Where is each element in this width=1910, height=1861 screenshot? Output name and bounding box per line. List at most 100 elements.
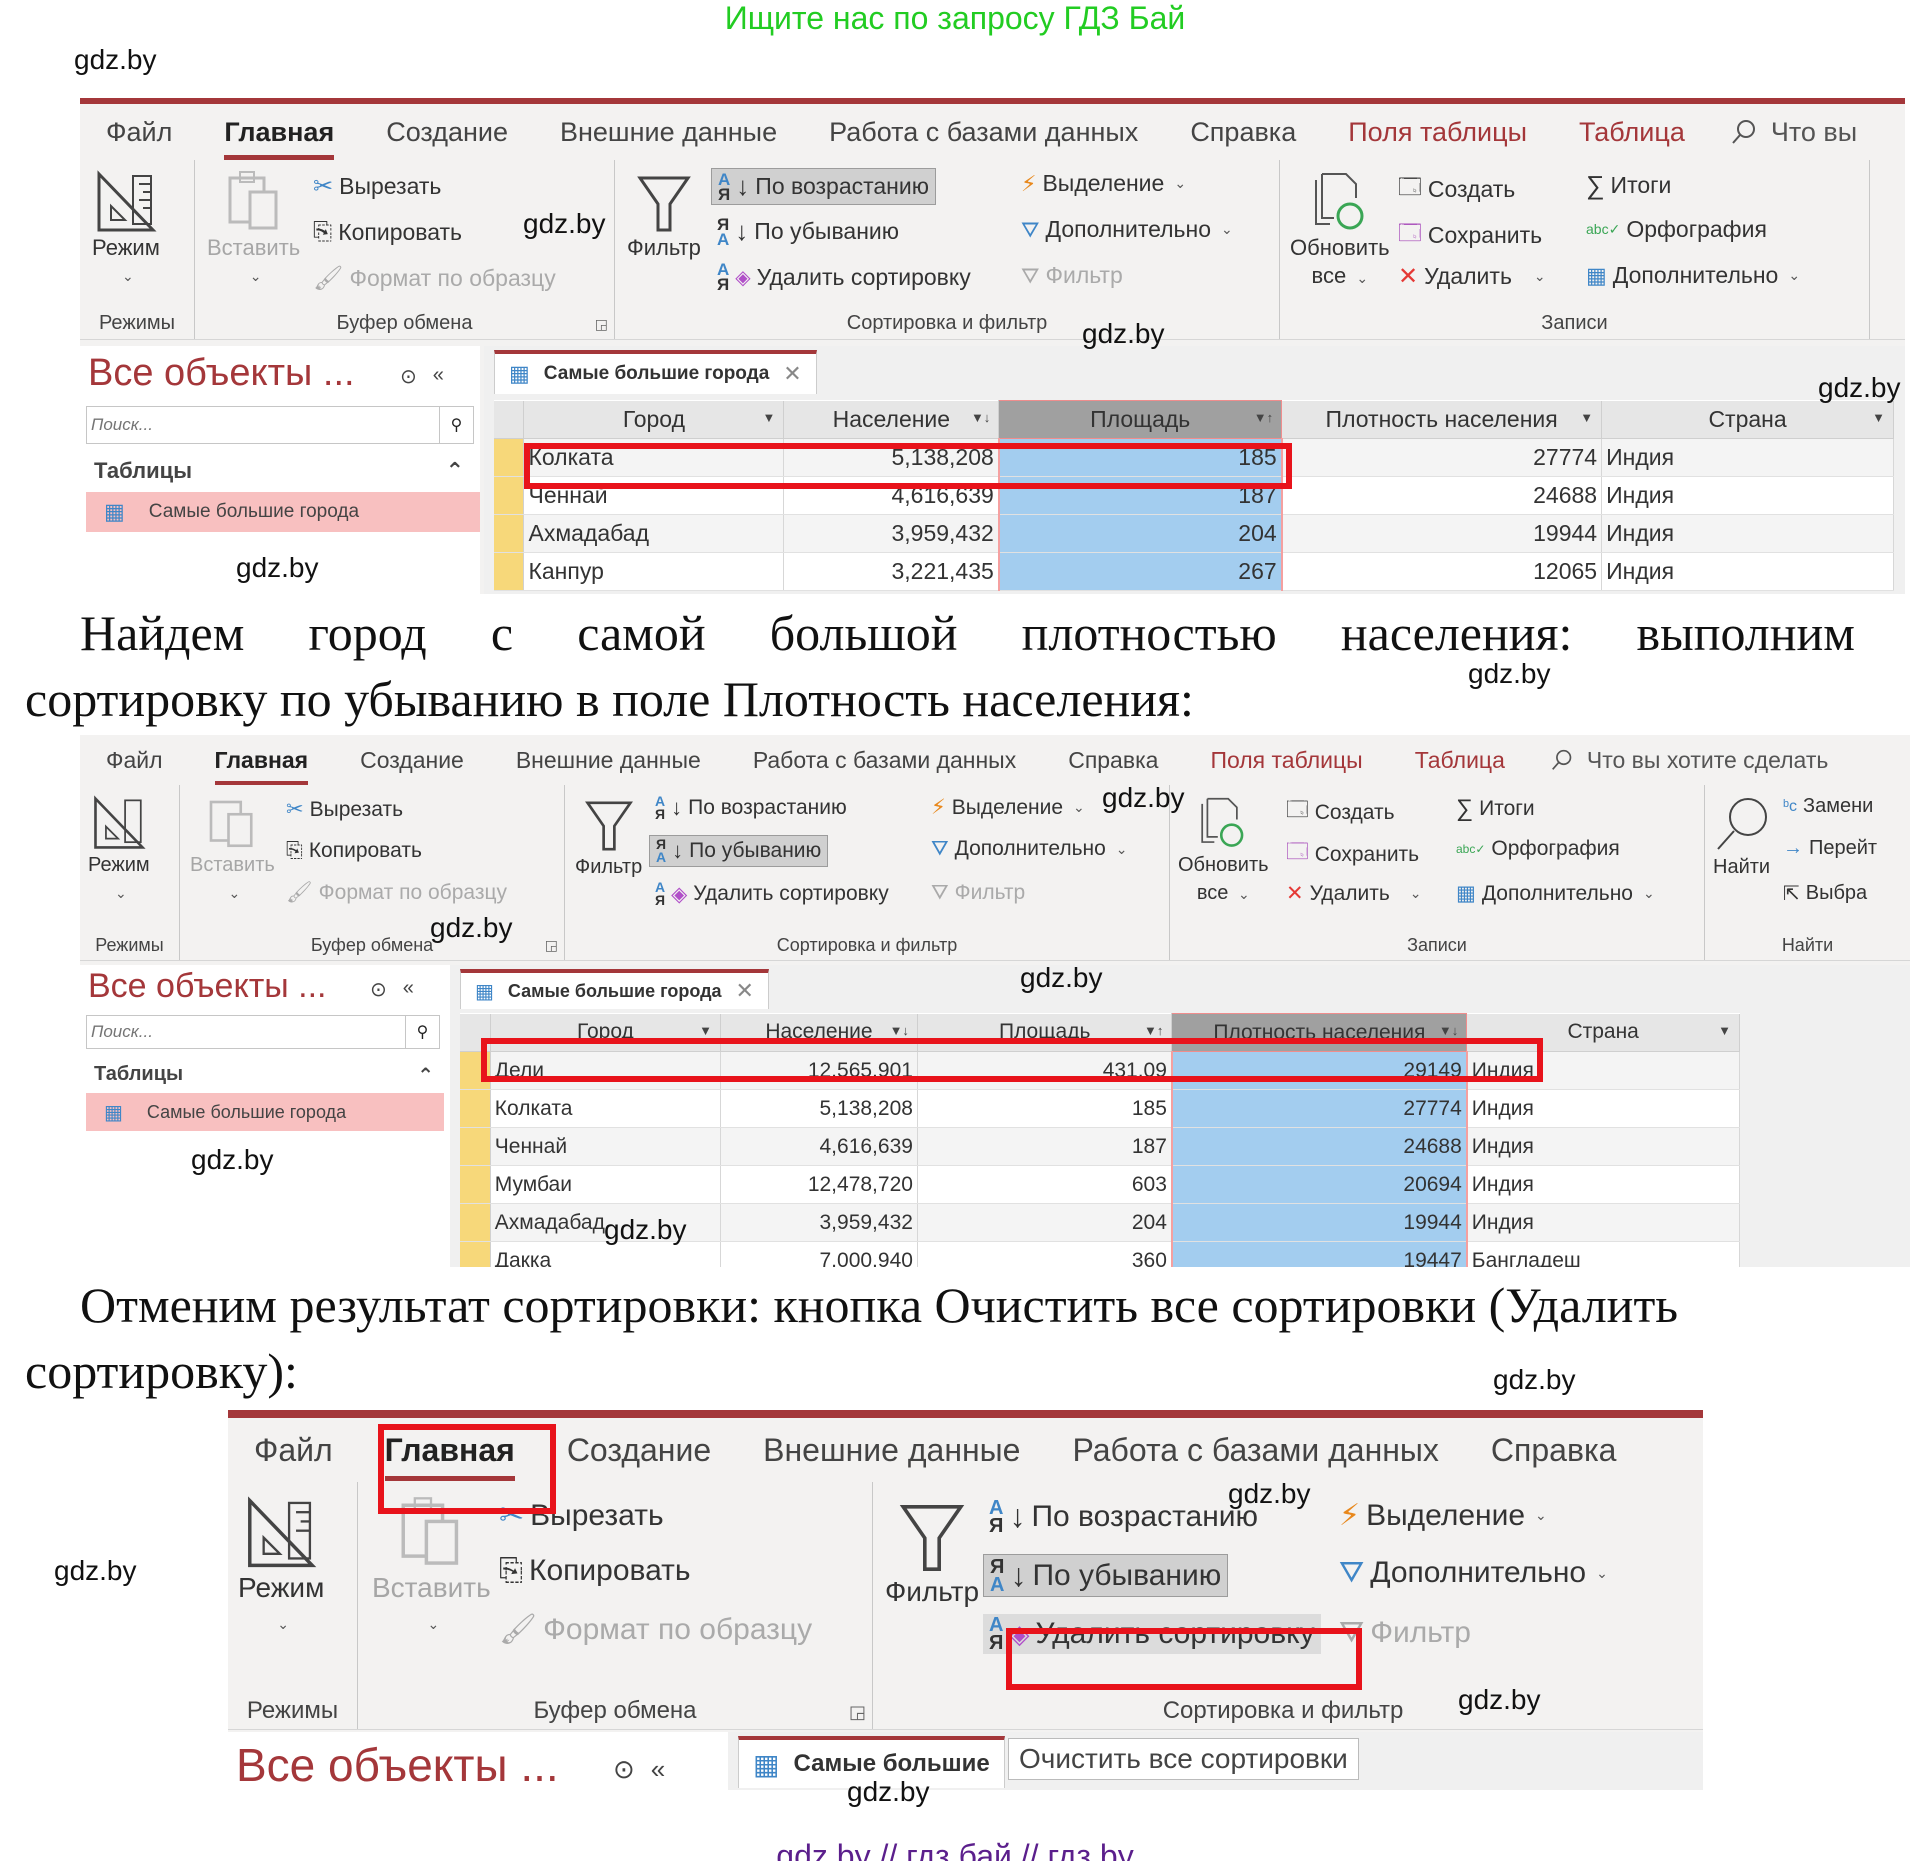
- advanced-filter-button[interactable]: ⛛ Дополнительно ⌄: [925, 835, 1134, 863]
- cell-area[interactable]: 431.09: [917, 1051, 1173, 1090]
- nav-menu-dropdown-icon[interactable]: ⊙: [613, 1754, 635, 1784]
- cell-country[interactable]: Индия: [1466, 1089, 1740, 1128]
- goto-button[interactable]: → Перейт: [1777, 835, 1883, 862]
- tab-external-data[interactable]: Внешние данные: [515, 746, 701, 773]
- cell-density[interactable]: 27774: [1281, 438, 1603, 477]
- record-selector[interactable]: [494, 438, 525, 477]
- format-painter-button[interactable]: 🖌 Формат по образцу: [280, 879, 513, 907]
- tab-file[interactable]: Файл: [106, 746, 163, 773]
- mode-button[interactable]: Режим ⌄: [88, 795, 150, 907]
- remove-sort-button[interactable]: А Я ◈ Удалить сортировку: [983, 1614, 1321, 1654]
- cell-city[interactable]: Ченнай: [490, 1127, 722, 1166]
- totals-button[interactable]: ∑ Итоги: [1450, 793, 1541, 825]
- cell-area[interactable]: 187: [997, 476, 1283, 515]
- search-icon[interactable]: ⚲: [405, 1016, 439, 1048]
- tab-home[interactable]: Главная: [359, 1432, 541, 1481]
- cell-population[interactable]: 7,000,940: [720, 1241, 918, 1267]
- record-selector[interactable]: [494, 552, 525, 591]
- cell-density[interactable]: 27774: [1170, 1089, 1468, 1128]
- cell-area[interactable]: 204: [997, 514, 1283, 553]
- tab-create[interactable]: Создание: [386, 116, 508, 147]
- column-header-density[interactable]: Плотность населения ▼: [1281, 400, 1603, 439]
- cell-country[interactable]: Индия: [1601, 514, 1894, 553]
- toggle-filter-button[interactable]: ⛛ Фильтр: [1333, 1614, 1477, 1652]
- collapse-pane-icon[interactable]: «: [402, 977, 414, 999]
- cell-city[interactable]: Колката: [523, 438, 785, 477]
- nav-item-largest-cities[interactable]: ▦ Самые большие города: [86, 492, 480, 532]
- cell-country[interactable]: Индия: [1466, 1165, 1740, 1204]
- tab-external-data[interactable]: Внешние данные: [559, 116, 778, 147]
- copy-button[interactable]: ⎘ Копировать: [280, 837, 428, 865]
- record-selector[interactable]: [494, 514, 525, 553]
- dialog-launcher-icon[interactable]: ◲: [594, 316, 608, 332]
- cell-density[interactable]: 12065: [1281, 552, 1603, 591]
- select-all-corner[interactable]: [460, 1013, 491, 1052]
- nav-pane-title[interactable]: Все объекты ...: [236, 1739, 559, 1790]
- column-header-density[interactable]: Плотность населения ▼↓: [1171, 1013, 1468, 1052]
- paste-button[interactable]: Вставить ⌄: [207, 170, 300, 290]
- tab-table-fields[interactable]: Поля таблицы: [1210, 746, 1363, 773]
- spelling-button[interactable]: abc✓ Орфография: [1450, 835, 1626, 863]
- cut-button[interactable]: ✂ Вырезать: [493, 1496, 670, 1535]
- cell-area[interactable]: 267: [997, 552, 1283, 591]
- copy-button[interactable]: ⎘ Копировать: [307, 216, 468, 248]
- nav-menu-dropdown-icon[interactable]: ⊙: [370, 979, 387, 1001]
- delete-record-button[interactable]: ✕ Удалить ⌄: [1392, 260, 1552, 293]
- selection-button[interactable]: ⚡ Выделение ⌄: [1015, 168, 1192, 199]
- tell-me-box[interactable]: Что вы: [1711, 117, 1857, 148]
- sort-ascending-button[interactable]: А Я ↓ По возрастанию: [649, 793, 853, 823]
- filter-button[interactable]: Фильтр: [575, 799, 642, 881]
- save-record-button[interactable]: 🗔 Сохранить: [1392, 214, 1548, 256]
- collapse-pane-icon[interactable]: «: [650, 1754, 666, 1784]
- tab-table-fields[interactable]: Поля таблицы: [1348, 116, 1527, 147]
- tab-help[interactable]: Справка: [1190, 116, 1297, 147]
- tab-database-tools[interactable]: Работа с базами данных: [752, 746, 1017, 773]
- record-selector[interactable]: [460, 1203, 491, 1242]
- nav-pane-title[interactable]: Все объекты ...: [88, 967, 327, 1005]
- save-record-button[interactable]: 🗔 Сохранить: [1280, 835, 1425, 874]
- tab-help[interactable]: Справка: [1490, 1431, 1617, 1468]
- sort-descending-button[interactable]: Я А ↓ По убыванию: [649, 835, 829, 867]
- cell-area[interactable]: 185: [997, 438, 1283, 477]
- cell-city[interactable]: Мумбаи: [490, 1165, 722, 1204]
- close-icon[interactable]: ✕: [735, 978, 754, 1003]
- tab-help[interactable]: Справка: [1068, 746, 1159, 773]
- cell-area[interactable]: 187: [917, 1127, 1173, 1166]
- cell-density[interactable]: 24688: [1281, 476, 1603, 515]
- filter-button[interactable]: Фильтр: [627, 174, 701, 262]
- new-record-button[interactable]: 🗔 Создать: [1280, 793, 1401, 832]
- tab-database-tools[interactable]: Работа с базами данных: [1072, 1431, 1439, 1468]
- tab-home[interactable]: Главная: [189, 747, 335, 786]
- advanced-filter-button[interactable]: ⛛ Дополнительно ⌄: [1015, 214, 1239, 245]
- nav-search-input[interactable]: [87, 1016, 405, 1048]
- tab-table[interactable]: Таблица: [1414, 746, 1505, 773]
- column-header-area[interactable]: Площадь ▼↑: [998, 400, 1283, 439]
- cell-density[interactable]: 19447: [1170, 1241, 1468, 1267]
- refresh-all-button[interactable]: Обновить все ⌄: [1290, 170, 1390, 292]
- collapse-pane-icon[interactable]: «: [432, 364, 444, 386]
- format-painter-button[interactable]: 🖌 Формат по образцу: [493, 1610, 818, 1649]
- more-records-button[interactable]: ▦ Дополнительно ⌄: [1580, 260, 1806, 291]
- cell-city[interactable]: Дели: [490, 1051, 722, 1090]
- record-selector[interactable]: [460, 1127, 491, 1166]
- record-selector[interactable]: [460, 1089, 491, 1128]
- doc-tab-largest-cities[interactable]: ▦ Самые большие: [738, 1736, 1005, 1788]
- search-icon[interactable]: ⚲: [439, 407, 473, 443]
- tab-create[interactable]: Создание: [566, 1431, 712, 1468]
- tab-file[interactable]: Файл: [254, 1431, 333, 1468]
- cell-country[interactable]: Индия: [1466, 1127, 1740, 1166]
- tab-home[interactable]: Главная: [198, 117, 360, 160]
- cell-country[interactable]: Индия: [1601, 552, 1894, 591]
- tab-file[interactable]: Файл: [106, 116, 173, 147]
- column-header-country[interactable]: Страна ▼: [1466, 1013, 1740, 1052]
- more-records-button[interactable]: ▦ Дополнительно ⌄: [1450, 879, 1661, 908]
- column-header-city[interactable]: Город ▼: [523, 400, 785, 439]
- selection-button[interactable]: ⚡ Выделение ⌄: [925, 793, 1091, 822]
- select-button[interactable]: ⇱ Выбра: [1777, 879, 1873, 908]
- table-row[interactable]: Мумбаи 12,478,720 603 20694 Индия: [460, 1165, 1740, 1204]
- sort-ascending-button[interactable]: А Я ↓ По возрастанию: [983, 1496, 1264, 1537]
- dialog-launcher-icon[interactable]: ◲: [848, 1702, 866, 1722]
- table-row[interactable]: Ахмадабад 3,959,432 204 19944 Индия: [494, 514, 1894, 553]
- dialog-launcher-icon[interactable]: ◲: [544, 937, 558, 953]
- cell-density[interactable]: 29149: [1170, 1051, 1468, 1090]
